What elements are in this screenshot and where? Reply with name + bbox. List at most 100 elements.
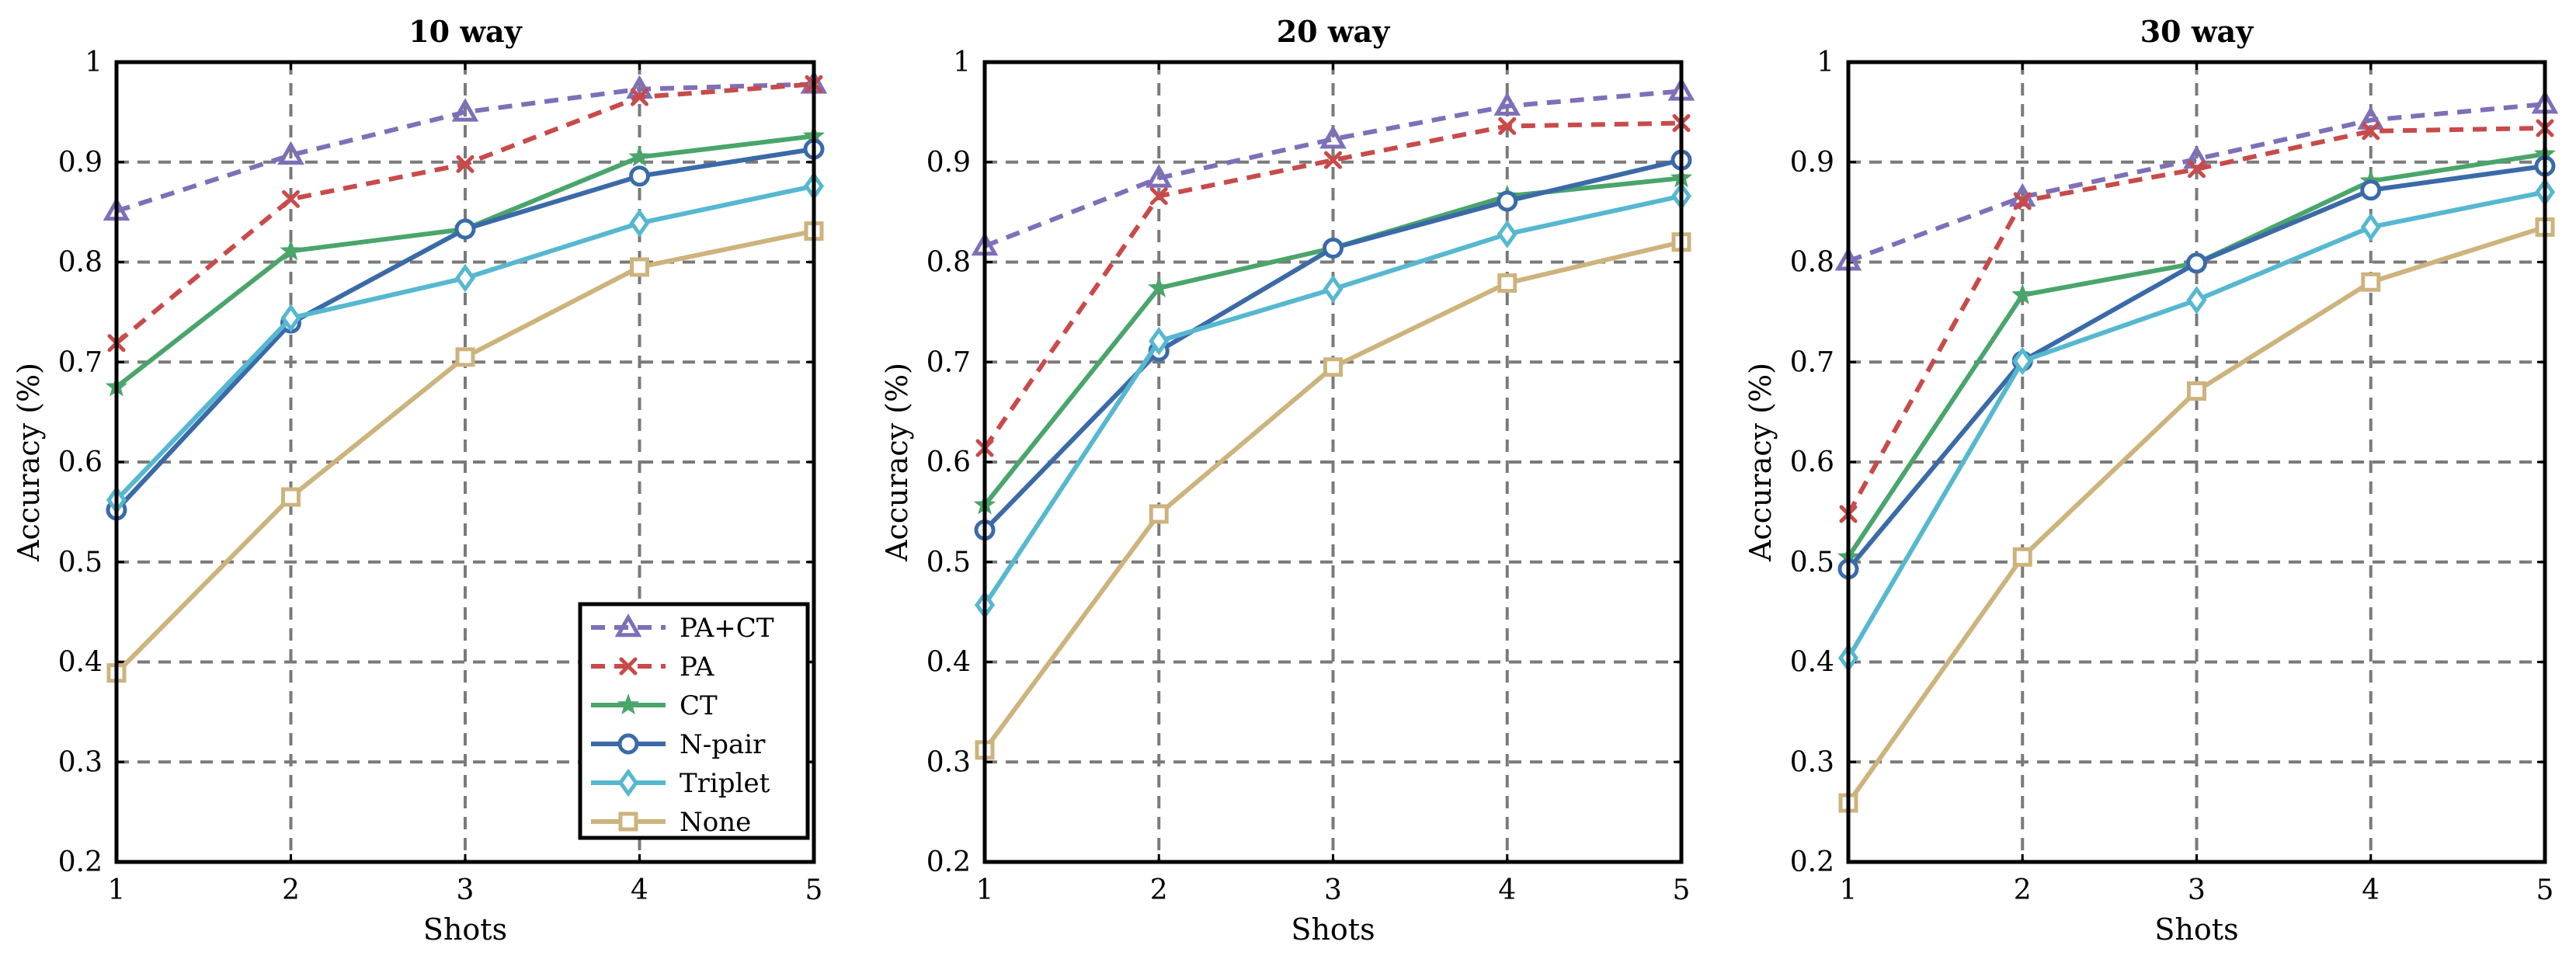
x-tick-label: 4 [631, 874, 648, 906]
data-point-triplet [1323, 274, 1344, 304]
y-tick-label: 0.2 [58, 846, 103, 878]
data-point-pa-plus-ct [1145, 164, 1173, 188]
y-tick-label: 0.8 [926, 247, 971, 279]
x-tick-label: 1 [976, 874, 994, 906]
y-tick-label: 0.7 [58, 346, 103, 378]
x-tick-label: 2 [282, 874, 300, 906]
data-point-ct [280, 239, 302, 261]
legend-item-triplet: Triplet [591, 768, 770, 799]
legend-item-n-pair: N-pair [591, 729, 766, 760]
x-axis-label: Shots [423, 912, 507, 947]
legend-marker-ct [617, 693, 640, 715]
data-point-ct [2011, 283, 2034, 305]
y-tick-label: 0.3 [58, 746, 103, 778]
y-tick-label: 0.3 [926, 746, 971, 778]
y-tick-label: 0.6 [58, 447, 103, 478]
data-point-n-pair [1497, 190, 1518, 212]
data-point-triplet [1497, 220, 1517, 248]
legend-label: None [680, 807, 751, 838]
data-point-pa [282, 189, 300, 208]
series-line-pa-plus-ct [983, 89, 1682, 248]
x-tick-label: 4 [2362, 874, 2380, 906]
legend-marker-n-pair [617, 733, 639, 755]
tick-labels: 1 2 3 4 5 0.2 0.3 0.4 0.5 0.6 0.7 0.8 0.9 1 [926, 47, 1691, 906]
plot-frame [1846, 60, 2547, 864]
y-tick-label: 0.2 [926, 846, 971, 878]
y-tick-label: 0.5 [1790, 547, 1834, 579]
y-tick-label: 0.9 [926, 147, 971, 179]
legend-label: PA [680, 652, 714, 683]
legend-label: N-pair [680, 729, 766, 760]
data-point-n-pair [629, 165, 650, 187]
data-point-triplet [2360, 213, 2381, 242]
x-tick-label: 2 [1150, 874, 1168, 906]
data-point-pa [1498, 116, 1517, 135]
y-tick-label: 0.8 [58, 247, 103, 279]
legend-item-pa: PA [591, 652, 714, 683]
x-tick-label: 2 [2014, 874, 2032, 906]
x-tick-label: 1 [1840, 874, 1858, 906]
data-point-n-pair [2360, 179, 2382, 201]
legend-item-ct: CT [591, 690, 718, 721]
series-triplet [1837, 178, 2556, 672]
y-tick-label: 0.9 [1790, 147, 1834, 179]
series-line-pa-plus-ct [1847, 102, 2546, 264]
x-axis-label: Shots [2154, 912, 2238, 947]
series-group [971, 77, 1695, 760]
y-tick-label: 0.2 [1790, 846, 1834, 878]
series-line-pa-plus-ct [116, 82, 815, 214]
y-axis-label: Accuracy (%) [12, 363, 46, 562]
data-point-none [1149, 504, 1169, 524]
legend-label: CT [680, 690, 718, 721]
data-point-ct [1148, 276, 1170, 298]
data-point-pa-plus-ct [277, 141, 304, 165]
legend-box [578, 602, 810, 840]
data-point-none [281, 487, 301, 507]
y-tick-label: 0.6 [926, 447, 971, 478]
series-none [1838, 217, 2555, 813]
data-point-triplet [454, 263, 476, 293]
x-tick-label: 4 [1498, 874, 1516, 906]
grid [116, 62, 814, 862]
y-axis-label: Accuracy (%) [880, 363, 914, 562]
legend: PA+CT PA CT N-pair Triplet None [578, 602, 810, 840]
legend-label: PA+CT [680, 613, 774, 644]
legend-marker-pa [619, 657, 638, 676]
y-tick-label: 0.4 [1790, 647, 1834, 679]
legend-marker-pa-plus-ct [614, 613, 642, 638]
y-tick-label: 1 [1816, 47, 1834, 78]
data-point-triplet [2186, 286, 2207, 314]
data-point-pa [2013, 192, 2032, 210]
tick-labels: 1 2 3 4 5 0.2 0.3 0.4 0.5 0.6 0.7 0.8 0.9 1 [58, 47, 823, 906]
data-point-pa-plus-ct [2357, 106, 2385, 130]
data-point-triplet [629, 208, 650, 238]
chart-panels: 1 2 3 4 5 0.2 0.3 0.4 0.5 0.6 0.7 0.8 0.9 1 10 way Shot… [12, 14, 2559, 947]
x-axis-label: Shots [1291, 912, 1375, 947]
y-tick-label: 0.3 [1790, 746, 1834, 778]
data-point-pa [2188, 160, 2206, 179]
series-line-pa [1846, 125, 2546, 516]
data-point-none [2012, 547, 2032, 567]
chart-title: 20 way [1277, 14, 1390, 49]
data-point-triplet [280, 304, 301, 332]
y-tick-label: 0.7 [926, 346, 971, 378]
plot-frame [114, 60, 816, 864]
y-tick-label: 0.8 [1790, 247, 1834, 279]
y-tick-label: 0.5 [58, 547, 103, 579]
data-point-n-pair [2186, 252, 2207, 274]
series-pa [107, 75, 823, 353]
y-tick-label: 1 [85, 47, 103, 78]
series-none [106, 221, 824, 683]
data-point-none [2187, 381, 2206, 401]
x-tick-label: 5 [2536, 874, 2554, 906]
y-tick-label: 0.5 [926, 547, 971, 579]
x-tick-label: 3 [1324, 874, 1342, 906]
plot-frame [982, 60, 1684, 864]
data-point-triplet [1149, 326, 1170, 356]
data-point-pa [456, 155, 475, 173]
y-axis-label: Accuracy (%) [1743, 363, 1778, 562]
legend-marker-triplet [617, 768, 639, 797]
data-point-pa [2362, 122, 2380, 141]
